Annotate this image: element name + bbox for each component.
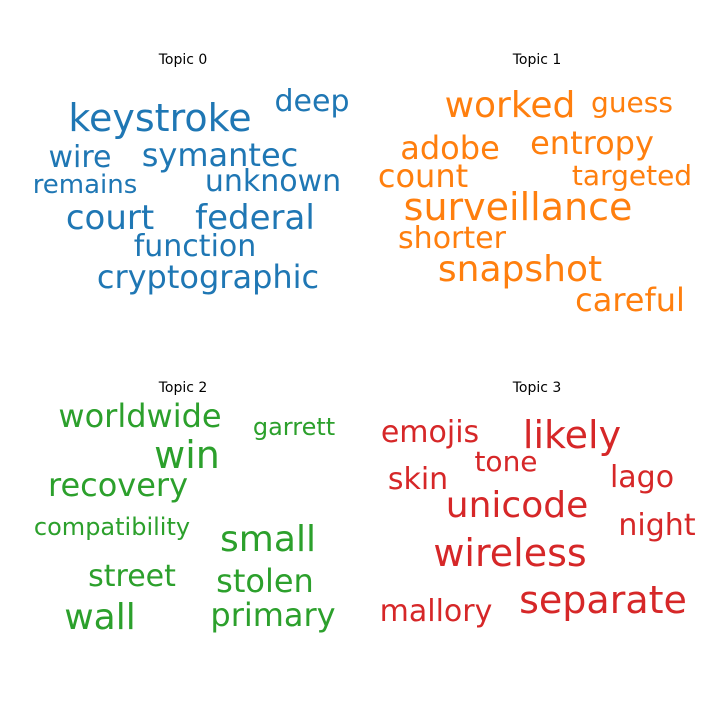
- cloud-word: snapshot: [437, 249, 603, 290]
- cloud-word: separate: [519, 578, 687, 622]
- cloud-word: surveillance: [403, 185, 633, 229]
- cloud-word: federal: [195, 198, 315, 238]
- cloud-word: tone: [474, 445, 538, 478]
- cloud-word: deep: [274, 84, 350, 119]
- cloud-word: court: [65, 198, 155, 238]
- cloud-word: primary: [210, 596, 336, 634]
- cloud-word: street: [88, 559, 176, 594]
- cloud-word: adobe: [400, 129, 500, 167]
- cloud-word: compatibility: [33, 513, 191, 541]
- panel-title: Topic 0: [158, 52, 208, 68]
- cloud-word: targeted: [571, 159, 693, 192]
- cloud-word: keystroke: [68, 96, 252, 140]
- panel-title: Topic 3: [512, 380, 562, 396]
- cloud-word: wire: [48, 140, 112, 175]
- cloud-word: wireless: [433, 531, 587, 575]
- cloud-word: small: [220, 519, 316, 560]
- panel-title: Topic 1: [512, 52, 562, 68]
- cloud-word: unicode: [445, 485, 589, 526]
- cloud-word: skin: [387, 462, 449, 497]
- cloud-word: function: [133, 229, 257, 264]
- cloud-word: remains: [32, 170, 138, 200]
- cloud-word: garrett: [252, 413, 336, 441]
- cloud-word: mallory: [379, 594, 493, 629]
- cloud-word: emojis: [380, 415, 480, 450]
- cloud-word: wall: [64, 597, 136, 638]
- cloud-word: careful: [575, 281, 685, 319]
- cloud-word: cryptographic: [96, 258, 320, 296]
- cloud-word: symantec: [141, 136, 299, 174]
- panel-title: Topic 2: [158, 380, 208, 396]
- cloud-word: entropy: [530, 124, 654, 162]
- cloud-word: likely: [522, 413, 622, 457]
- cloud-word: worldwide: [58, 397, 222, 435]
- cloud-word: stolen: [216, 562, 314, 600]
- cloud-word: guess: [591, 86, 673, 119]
- cloud-word: recovery: [47, 466, 189, 504]
- cloud-word: night: [618, 508, 696, 543]
- cloud-word: worked: [444, 85, 576, 126]
- cloud-word: lago: [609, 460, 675, 495]
- cloud-word: shorter: [398, 221, 506, 256]
- cloud-word: win: [154, 433, 220, 477]
- cloud-word: unknown: [204, 164, 342, 199]
- cloud-word: count: [377, 157, 469, 195]
